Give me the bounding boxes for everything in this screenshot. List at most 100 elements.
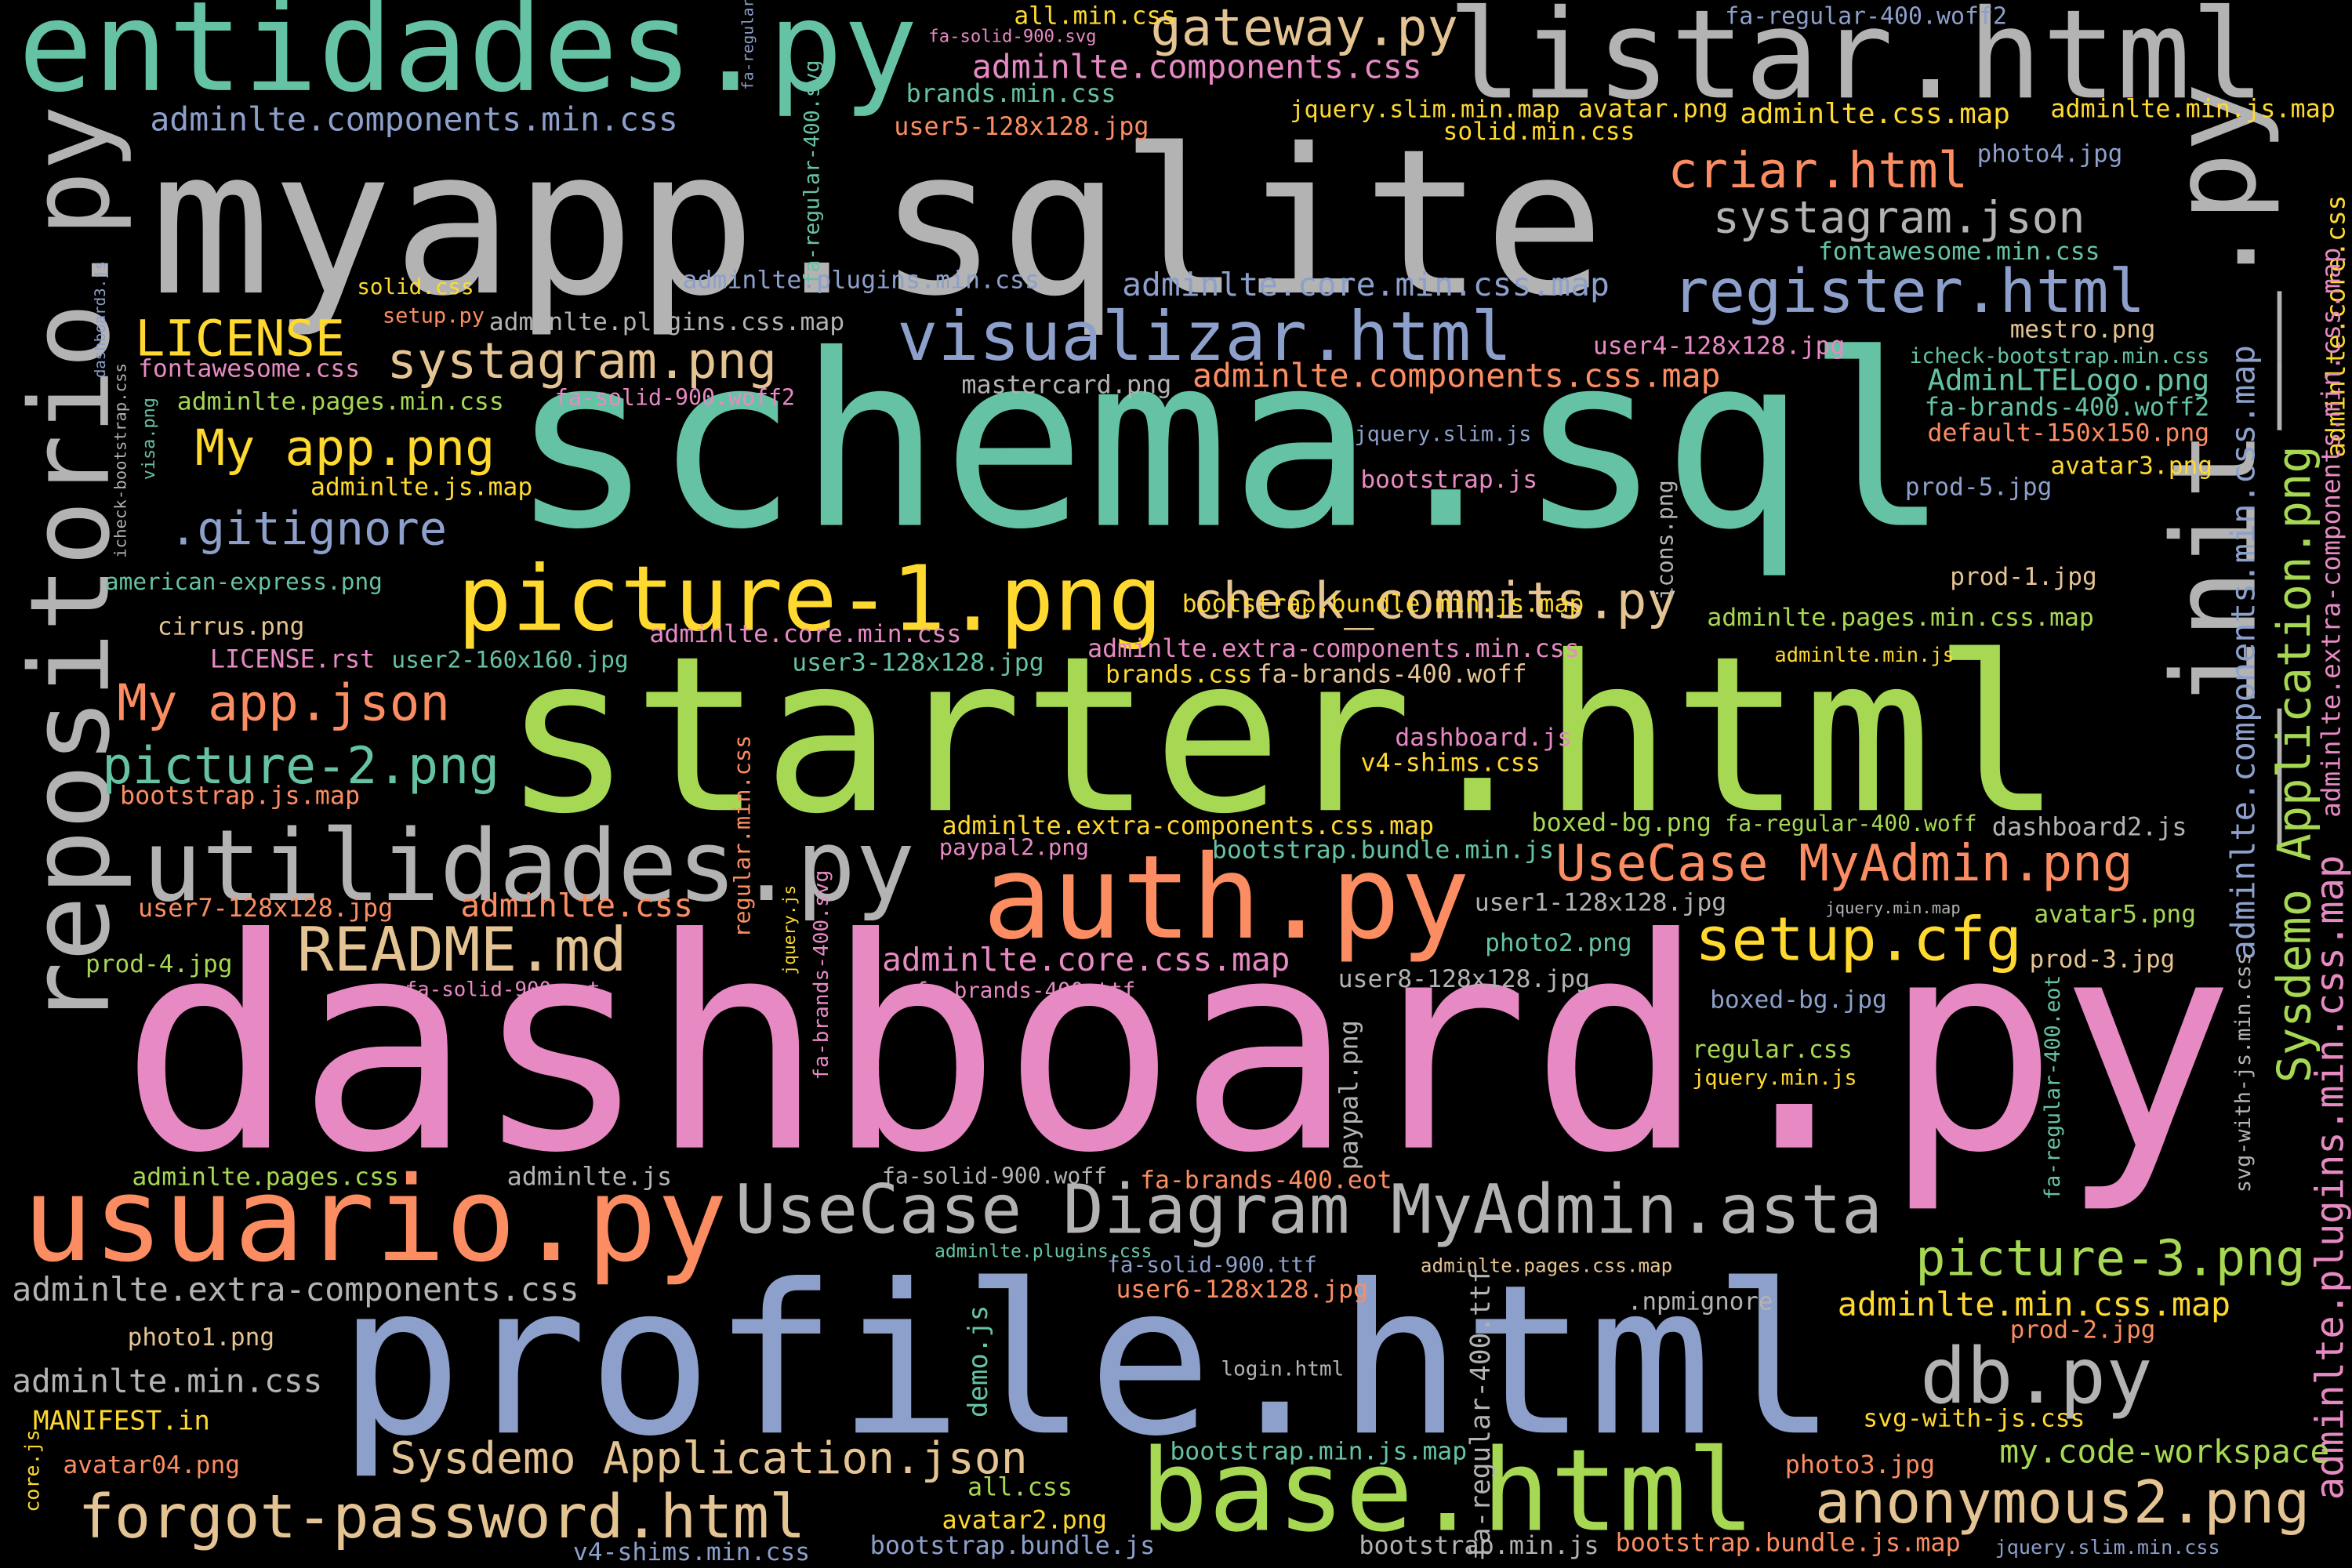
- word: adminlte.min.js: [1774, 643, 1955, 666]
- word: bootstrap.min.js: [1359, 1532, 1599, 1560]
- word: setup.py: [383, 303, 485, 328]
- word: check_commits.py: [1192, 572, 1677, 630]
- word: adminlte.extra-components.min.css: [1087, 635, 1580, 663]
- word: jquery.slim.min.css: [1995, 1536, 2220, 1559]
- word: bootstrap.bundle.js: [870, 1532, 1156, 1560]
- word: __init__.py: [2147, 82, 2282, 848]
- word: setup.cfg: [1695, 906, 2022, 975]
- word: icons.png: [1652, 480, 1678, 600]
- word: UseCase MyAdmin.png: [1555, 834, 2133, 893]
- word: core.js: [21, 1429, 44, 1512]
- word: photo1.png: [128, 1323, 275, 1352]
- word: adminlte.extra-components.css.map: [942, 812, 1435, 840]
- word: fa-regular-400.eot: [2041, 975, 2065, 1200]
- word: prod-1.jpg: [1950, 563, 2097, 591]
- word: visa.png: [140, 397, 159, 480]
- word: fa-solid-900.svg: [928, 27, 1096, 47]
- word: adminlte.css.map: [1740, 98, 2009, 130]
- word: jquery.min.js: [1692, 1065, 1857, 1090]
- word: myapp.sqlite: [150, 106, 1605, 340]
- word: adminlte.js.map: [310, 473, 532, 501]
- word: icheck-bootstrap.css: [111, 363, 130, 558]
- word: auth.py: [982, 830, 1470, 965]
- word: README.md: [297, 915, 627, 985]
- word: bootstrap.min.js.map: [1170, 1438, 1467, 1466]
- word: adminlte.components.min.css.map: [2224, 345, 2263, 960]
- word: fa-solid-900.woff: [882, 1163, 1107, 1189]
- word: jquery.js: [779, 885, 799, 975]
- word: fa-regular-400.svg: [739, 0, 757, 90]
- word: adminlte.js: [507, 1163, 672, 1192]
- word: fa-regular-400.ttf: [1465, 1268, 1497, 1560]
- word: avatar3.png: [2050, 452, 2212, 481]
- word: all.css: [967, 1474, 1073, 1502]
- word: adminlte.core.css.map: [882, 941, 1290, 978]
- word: My app.png: [195, 419, 495, 477]
- word: visualizar.html: [897, 297, 1512, 376]
- word: fa-brands-400.eot: [1140, 1166, 1392, 1194]
- word: paypal2.png: [939, 834, 1089, 861]
- word: adminlte.plugins.min.css.map: [2308, 855, 2352, 1501]
- word: criar.html: [1668, 141, 1969, 199]
- word: fa-brands-400.woff: [1257, 661, 1526, 689]
- word: My app.json: [117, 673, 450, 732]
- word: bootstrap.bundle.min.js: [1212, 836, 1554, 864]
- word: regular.min.css: [729, 735, 756, 938]
- word: user8-128x128.jpg: [1338, 965, 1590, 993]
- word: all.min.css: [1014, 2, 1176, 31]
- word: adminlte.min.js.map: [2050, 95, 2336, 123]
- word: dashboard.py: [120, 877, 2235, 1218]
- word: bootstrap.js: [1360, 466, 1537, 494]
- word: adminlte.components.css: [972, 49, 1422, 86]
- word: entidades.py: [18, 0, 918, 120]
- word: adminlte.extra-components.min.css.map: [2317, 248, 2347, 818]
- word: login.html: [1221, 1357, 1344, 1381]
- word: avatar5.png: [2034, 901, 2196, 929]
- word: solid.min.css: [1443, 118, 1635, 146]
- word: solid.css: [357, 274, 474, 299]
- word: dashboard.js: [1395, 724, 1572, 752]
- word: fa-regular-400.svg: [800, 60, 825, 285]
- word: adminlte.pages.min.css.map: [1707, 604, 2094, 632]
- word: bootstrap.bundle.min.js.map: [1182, 590, 1584, 619]
- word: adminlte.components.min.css: [150, 100, 677, 138]
- word: default-150x150.png: [1928, 419, 2210, 448]
- word: adminlte.pages.css: [132, 1163, 399, 1192]
- word: .gitignore: [169, 502, 447, 556]
- word: boxed-bg.jpg: [1710, 986, 1887, 1014]
- word: adminlte.plugins.css.map: [489, 308, 844, 336]
- word: picture-1.png: [458, 547, 1163, 652]
- word: gateway.py: [1150, 0, 1457, 57]
- word: avatar2.png: [942, 1507, 1107, 1535]
- word: dashboard2.js: [1992, 814, 2187, 842]
- word: prod-2.jpg: [2010, 1316, 2156, 1345]
- word: prod-5.jpg: [1905, 473, 2053, 501]
- word: prod-4.jpg: [85, 950, 232, 978]
- word: fa-brands-400.woff2: [1925, 394, 2210, 422]
- word: adminlte.min.css.map: [1838, 1285, 2230, 1323]
- word: .npmignore: [1628, 1287, 1773, 1316]
- word: adminlte.min.css: [12, 1363, 322, 1400]
- word: LICENSE.rst: [210, 645, 375, 673]
- word: brands.css: [1105, 661, 1253, 689]
- word: fa-brands-400.ttf: [915, 978, 1135, 1003]
- word: bootstrap.bundle.js.map: [1616, 1529, 1961, 1557]
- word: fa-regular-400.woff2: [1725, 3, 2007, 31]
- word: systagram.json: [1713, 193, 2085, 244]
- word: adminlte.pages.css.map: [1421, 1254, 1672, 1276]
- word: user2-160x160.jpg: [391, 646, 628, 673]
- word: adminlte.pages.min.css: [177, 387, 504, 416]
- word: anonymous2.png: [1815, 1468, 2310, 1537]
- word: LICENSE: [135, 309, 345, 367]
- word: picture-2.png: [102, 737, 499, 796]
- word: jquery.min.map: [1825, 898, 1960, 917]
- word: photo3.jpg: [1785, 1451, 1935, 1479]
- word: adminlte.plugins.min.css: [683, 266, 1040, 294]
- word: photo2.png: [1485, 929, 1632, 957]
- word: adminlte.css: [460, 887, 693, 924]
- word: MANIFEST.in: [33, 1405, 210, 1436]
- word: profile.html: [337, 1240, 1837, 1482]
